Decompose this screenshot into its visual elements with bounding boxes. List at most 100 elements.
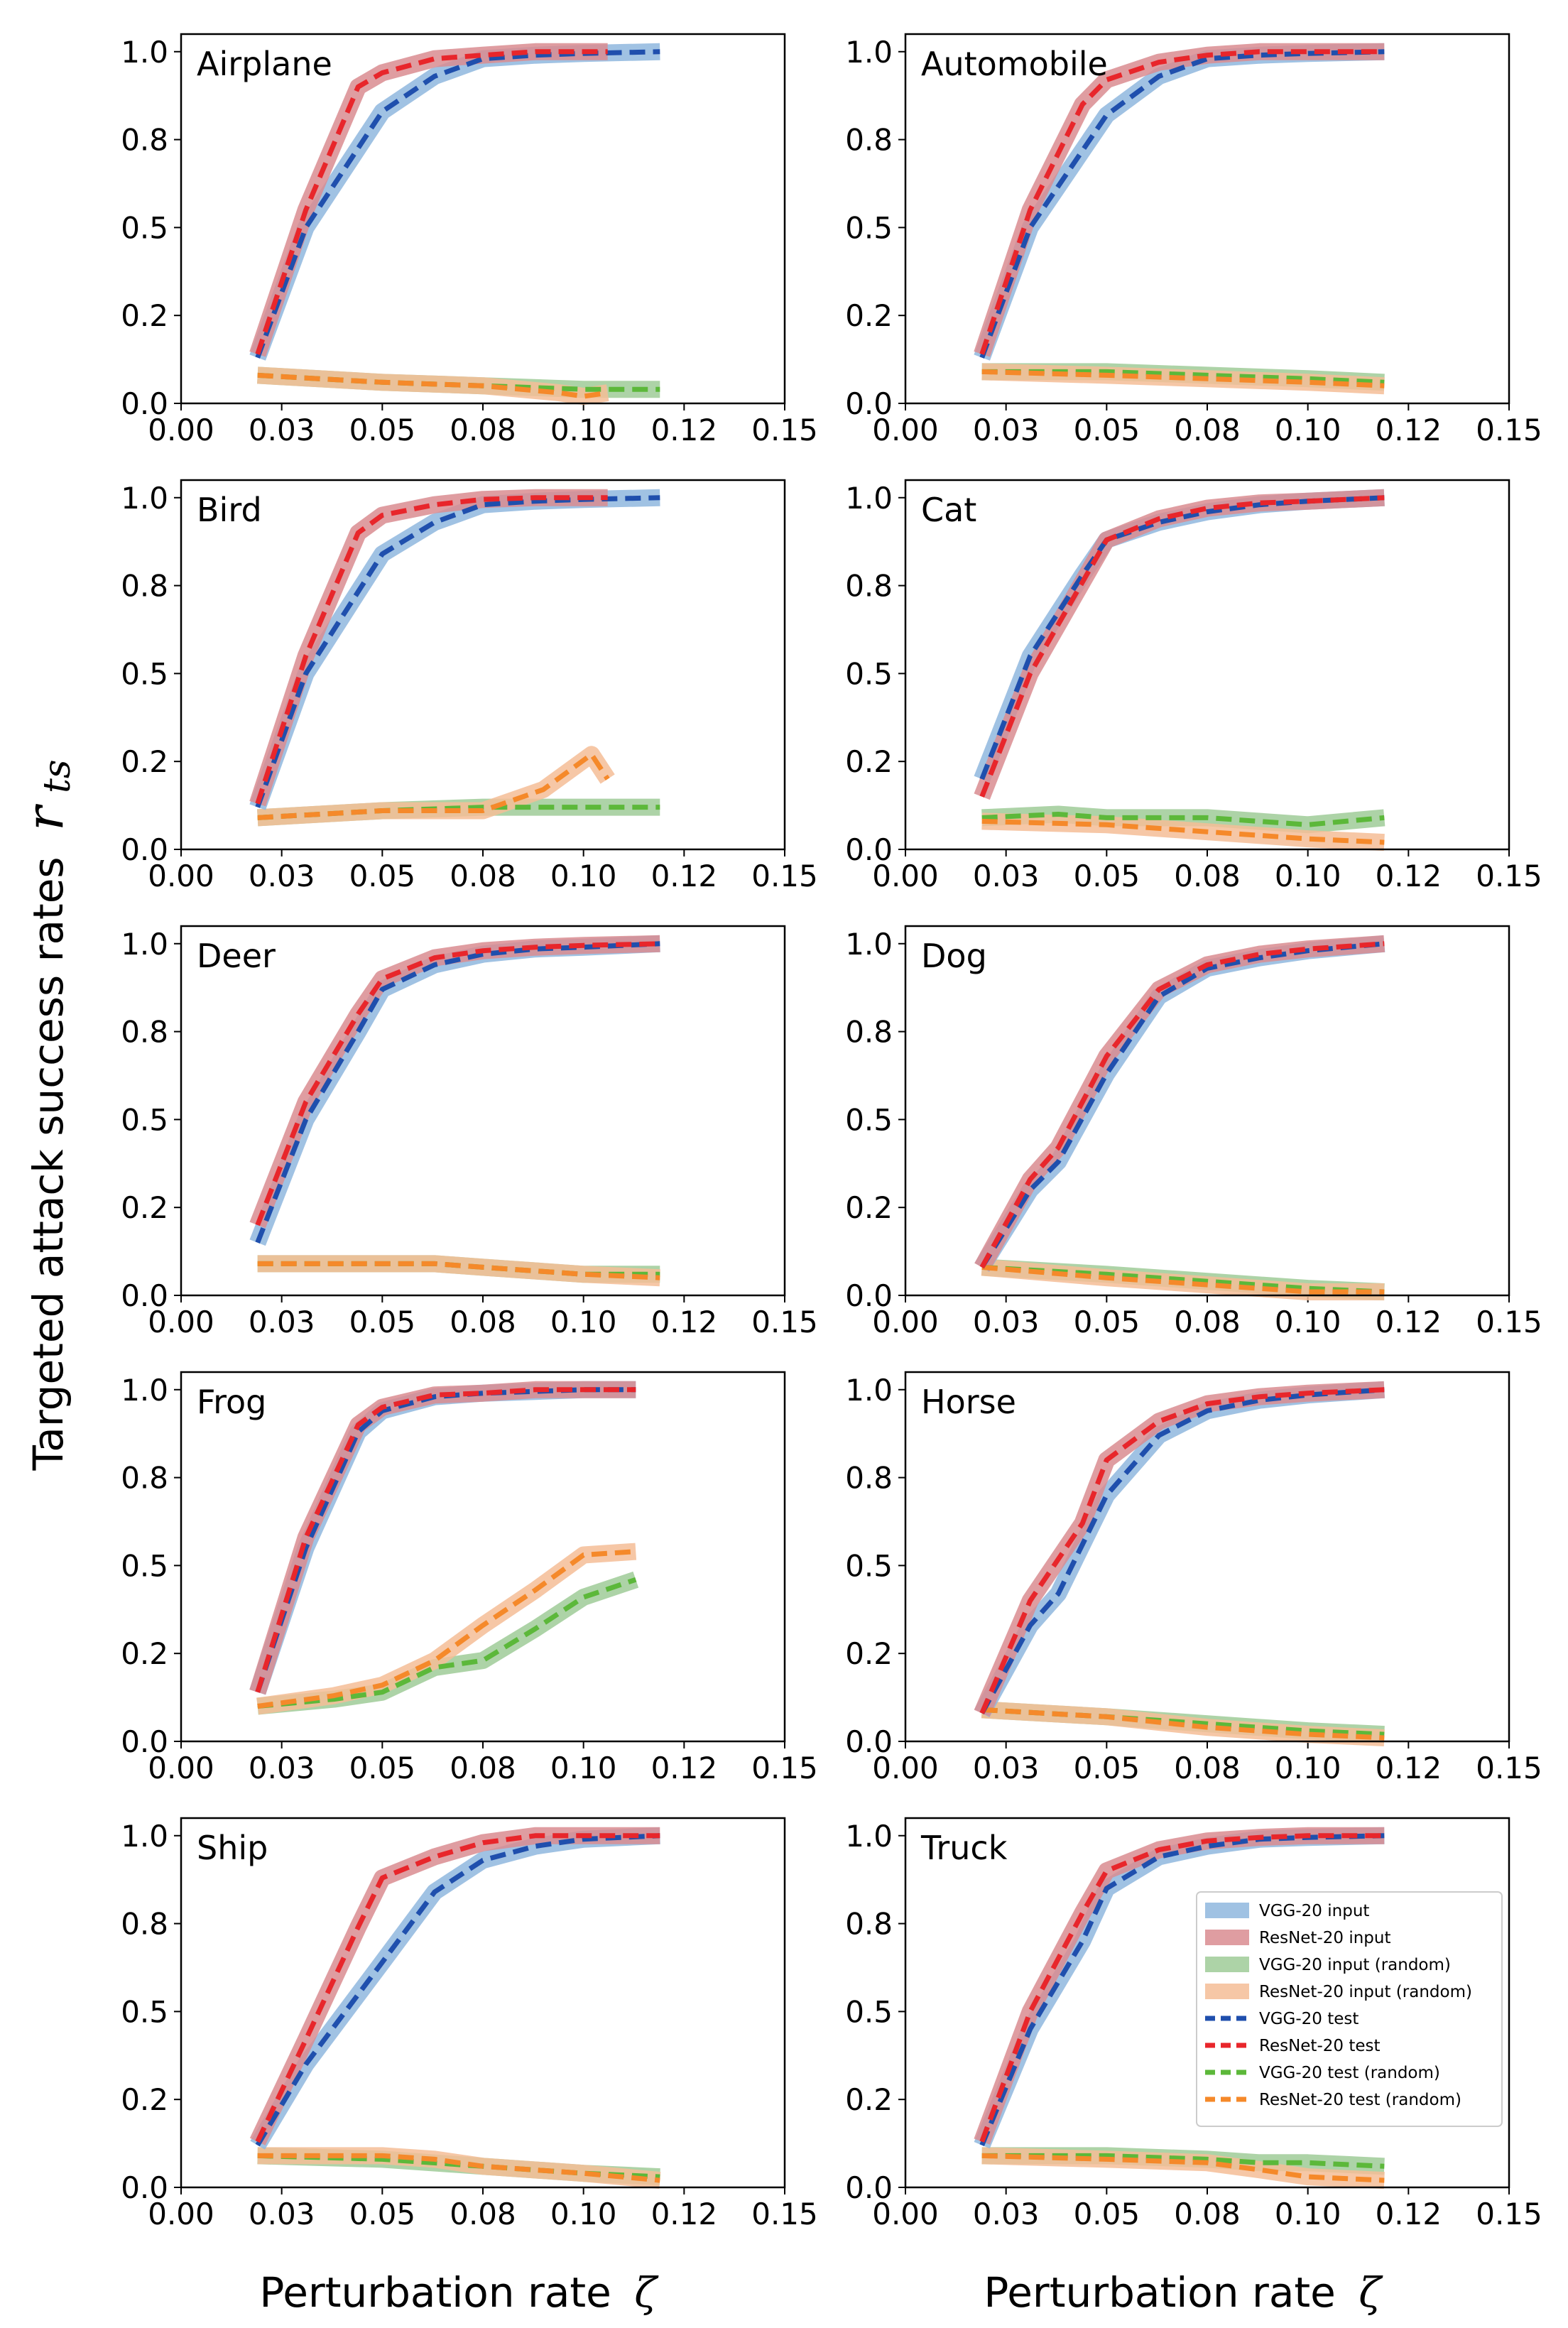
y-tick-label: 0.0 — [845, 386, 893, 421]
series-vgg-test-random — [981, 2153, 1385, 2169]
x-tick-label: 0.00 — [148, 1305, 214, 1339]
series-vgg-test — [255, 1833, 660, 2147]
x-tick-label: 0.12 — [1376, 1305, 1442, 1339]
x-tick-label: 0.12 — [651, 1751, 718, 1785]
panel-horse: 0.00 0.03 0.05 0.08 0.10 0.12 0.15 0.0 0.2 0.5 0.8… — [845, 1371, 1542, 1785]
x-tick-label: 0.05 — [349, 859, 416, 893]
plot-frame-truck — [904, 1817, 1510, 2189]
panel-frog: 0.00 0.03 0.05 0.08 0.10 0.12 0.15 0.0 0.2 0.5 0.8… — [121, 1371, 818, 1785]
panel-title-dog: Dog — [921, 937, 987, 975]
legend-label-vgg_input_random: VGG-20 input (random) — [1259, 1956, 1451, 1974]
x-tick-label: 0.05 — [349, 1751, 416, 1785]
plot-frame-frog — [180, 1371, 786, 1743]
y-tick-label: 0.5 — [121, 1994, 168, 2029]
x-tick-label: 0.00 — [872, 2197, 939, 2231]
series-resnet-test — [255, 495, 608, 805]
series-resnet-test-random — [257, 751, 610, 820]
y-tick-label: 0.8 — [845, 1907, 893, 1942]
x-tick-label: 0.15 — [751, 1305, 818, 1339]
series-resnet-test-random — [257, 372, 609, 399]
panel-airplane: 0.00 0.03 0.05 0.08 0.10 0.12 0.15 0.0 0.2 0.5 0.8… — [121, 33, 818, 447]
y-tick-label: 0.5 — [845, 656, 893, 691]
plot-area-automobile — [905, 34, 1509, 403]
x-tick-label: 0.15 — [1476, 1751, 1542, 1785]
plot-area-ship — [181, 1818, 785, 2187]
x-tick-label: 0.05 — [1074, 2197, 1140, 2231]
y-tick-label: 1.0 — [845, 1373, 893, 1408]
x-tick-label: 0.08 — [1174, 1751, 1241, 1785]
x-tick-label: 0.03 — [249, 1751, 315, 1785]
series-resnet-test — [979, 1833, 1385, 2143]
series-resnet-test — [979, 1387, 1385, 1714]
series-vgg-test-random — [257, 1577, 637, 1709]
panel-title-ship: Ship — [197, 1829, 268, 1867]
y-tick-label: 0.0 — [845, 2170, 893, 2205]
series-resnet-test-random — [981, 1707, 1385, 1741]
y-tick-label: 0.0 — [121, 1278, 168, 1313]
legend-swatch-vgg_input_random — [1205, 1957, 1249, 1972]
plot-frame-cat — [904, 479, 1510, 851]
plot-frame-deer — [180, 925, 786, 1297]
y-tick-label: 0.2 — [845, 298, 893, 333]
plot-area-bird — [181, 480, 785, 849]
x-tick-label: 0.05 — [1074, 1305, 1140, 1339]
y-tick-label: 0.0 — [121, 1724, 168, 1759]
y-tick-label: 0.8 — [845, 1015, 893, 1050]
legend-label-vgg_input: VGG-20 input — [1259, 1902, 1369, 1920]
x-axis-label-left: Perturbation rate ζ — [259, 2268, 659, 2317]
series-resnet-test-random — [257, 2153, 660, 2183]
panel-dog: 0.00 0.03 0.05 0.08 0.10 0.12 0.15 0.0 0.2 0.5 0.8… — [845, 925, 1542, 1339]
x-tick-label: 0.05 — [349, 1305, 416, 1339]
series-vgg-test-random — [981, 812, 1385, 827]
y-tick-label: 0.8 — [121, 1907, 168, 1942]
legend-swatch-resnet_input_random — [1205, 1984, 1249, 1999]
x-tick-label: 0.10 — [550, 1305, 617, 1339]
x-tick-label: 0.15 — [1476, 2197, 1542, 2231]
y-tick-label: 0.5 — [121, 1548, 168, 1583]
legend-label-vgg_test_random: VGG-20 test (random) — [1259, 2064, 1440, 2082]
x-tick-label: 0.03 — [249, 413, 315, 447]
y-tick-label: 0.8 — [845, 1461, 893, 1496]
x-tick-label: 0.10 — [1275, 1305, 1341, 1339]
x-tick-label: 0.03 — [973, 859, 1040, 893]
y-tick-label: 0.2 — [845, 744, 893, 779]
y-tick-label: 0.0 — [845, 1278, 893, 1313]
x-tick-label: 0.08 — [450, 1751, 516, 1785]
plot-frame-horse — [904, 1371, 1510, 1743]
plot-frame-airplane — [180, 33, 786, 405]
y-tick-label: 0.8 — [121, 1461, 168, 1496]
series-vgg-test — [255, 49, 660, 359]
x-tick-label: 0.03 — [973, 413, 1040, 447]
y-tick-label: 0.5 — [121, 1102, 168, 1137]
x-tick-label: 0.12 — [1376, 1751, 1442, 1785]
x-tick-label: 0.15 — [1476, 413, 1542, 447]
y-tick-label: 1.0 — [121, 35, 168, 70]
x-tick-label: 0.08 — [450, 1305, 516, 1339]
y-tick-label: 0.8 — [121, 1015, 168, 1050]
y-tick-label: 0.5 — [121, 656, 168, 691]
x-tick-label: 0.15 — [751, 413, 818, 447]
x-tick-label: 0.03 — [973, 1751, 1040, 1785]
x-tick-label: 0.00 — [148, 413, 214, 447]
x-tick-label: 0.00 — [872, 1305, 939, 1339]
x-tick-label: 0.10 — [1275, 413, 1341, 447]
x-tick-label: 0.15 — [751, 1751, 818, 1785]
series-resnet-test-random — [981, 369, 1385, 388]
y-tick-label: 1.0 — [121, 1819, 168, 1854]
series-vgg-test — [979, 1387, 1385, 1715]
x-tick-label: 0.10 — [550, 859, 617, 893]
plot-area-airplane — [181, 34, 785, 403]
panel-bird: 0.00 0.03 0.05 0.08 0.10 0.12 0.15 0.0 0.2 0.5 0.8… — [121, 479, 818, 893]
plot-frame-automobile — [904, 33, 1510, 405]
x-tick-label: 0.12 — [651, 859, 718, 893]
series-resnet-test — [255, 1387, 636, 1693]
series-resnet-test-random — [257, 1549, 636, 1709]
y-tick-label: 0.5 — [121, 210, 168, 245]
y-tick-label: 0.0 — [845, 832, 893, 867]
panels-group: 0.00 0.03 0.05 0.08 0.10 0.12 0.15 0.0 0.2 0.5 0.8… — [121, 33, 1542, 2231]
panel-title-horse: Horse — [921, 1383, 1016, 1421]
legend-swatch-vgg_input — [1205, 1903, 1249, 1918]
series-vgg-test — [255, 941, 660, 1244]
x-tick-label: 0.10 — [1275, 2197, 1341, 2231]
